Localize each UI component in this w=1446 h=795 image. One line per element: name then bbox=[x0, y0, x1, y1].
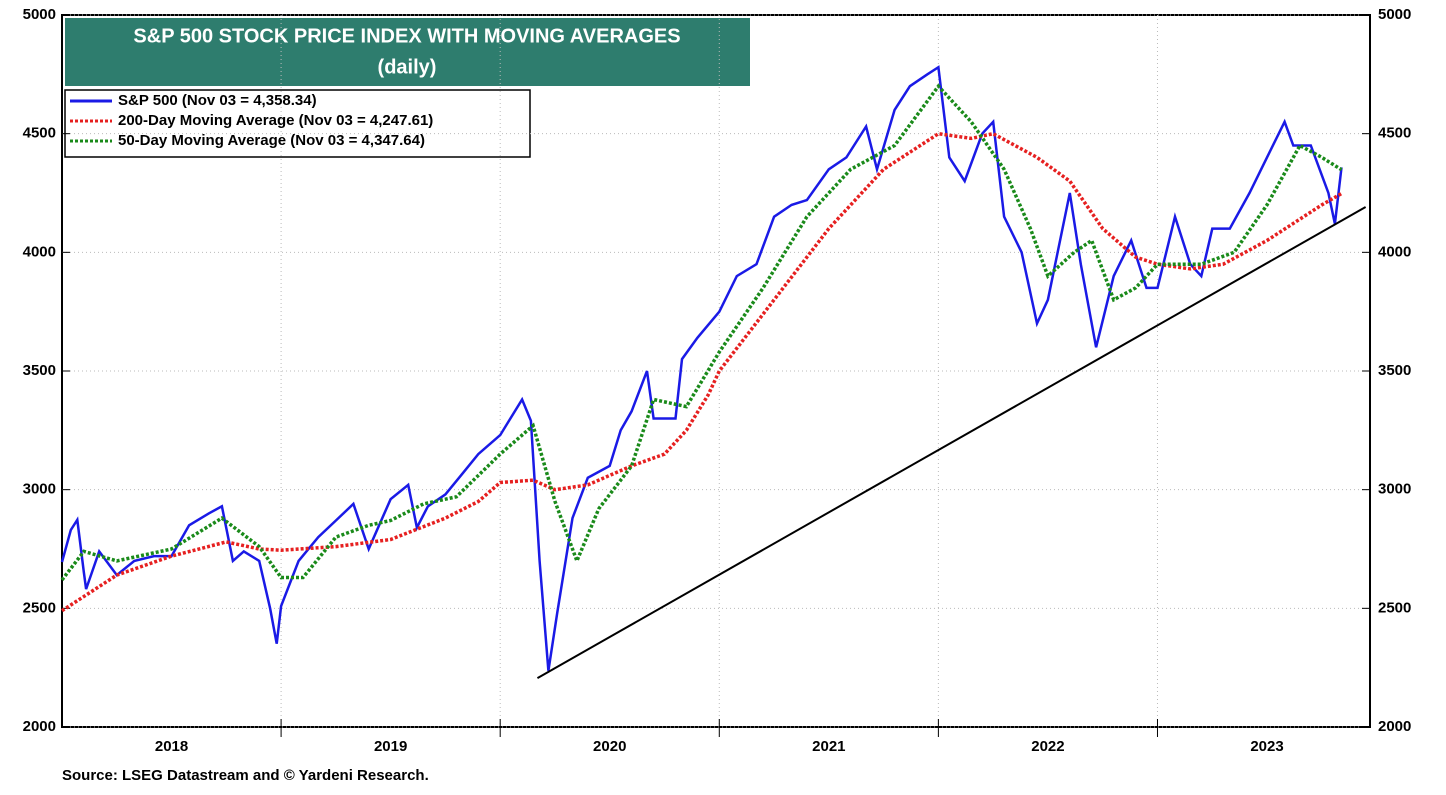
legend-box bbox=[64, 89, 531, 158]
series-lines bbox=[60, 65, 1367, 679]
y-tick-label: 3500 bbox=[23, 362, 56, 379]
chart-subtitle: (daily) bbox=[378, 56, 437, 78]
source-note: Source: LSEG Datastream and © Yardeni Re… bbox=[62, 767, 429, 784]
x-tick-label: 2020 bbox=[593, 738, 626, 755]
y2-tick-label: 4500 bbox=[1378, 125, 1411, 142]
x-tick-label: 2021 bbox=[812, 738, 845, 755]
y2-tick-label: 4000 bbox=[1378, 243, 1411, 260]
y2-tick-label: 3000 bbox=[1378, 481, 1411, 498]
x-tick-label: 2018 bbox=[155, 738, 188, 755]
chart-title: S&P 500 STOCK PRICE INDEX WITH MOVING AV… bbox=[133, 25, 680, 47]
y-tick-label: 2000 bbox=[23, 718, 56, 735]
title-box bbox=[65, 18, 750, 86]
y2-tick-label: 3500 bbox=[1378, 362, 1411, 379]
x-tick-label: 2023 bbox=[1250, 738, 1283, 755]
series-line bbox=[61, 131, 1343, 613]
y-tick-label: 2500 bbox=[23, 599, 56, 616]
legend-label: S&P 500 (Nov 03 = 4,358.34) bbox=[118, 92, 317, 109]
legend-label: 50-Day Moving Average (Nov 03 = 4,347.64… bbox=[118, 132, 425, 149]
y2-tick-label: 2000 bbox=[1378, 718, 1411, 735]
y2-tick-label: 2500 bbox=[1378, 599, 1411, 616]
legend-label: 200-Day Moving Average (Nov 03 = 4,247.6… bbox=[118, 112, 433, 129]
y-tick-label: 3000 bbox=[23, 481, 56, 498]
trend-line bbox=[536, 206, 1367, 679]
y-tick-label: 5000 bbox=[23, 6, 56, 23]
y-tick-label: 4500 bbox=[23, 125, 56, 142]
x-tick-label: 2022 bbox=[1031, 738, 1064, 755]
y2-tick-label: 5000 bbox=[1378, 6, 1411, 23]
series-line bbox=[60, 83, 1343, 581]
x-tick-label: 2019 bbox=[374, 738, 407, 755]
legend: S&P 500 (Nov 03 = 4,358.34) 200-Day Movin… bbox=[70, 92, 433, 149]
y-tick-label: 4000 bbox=[23, 243, 56, 260]
grid bbox=[62, 14, 1370, 737]
